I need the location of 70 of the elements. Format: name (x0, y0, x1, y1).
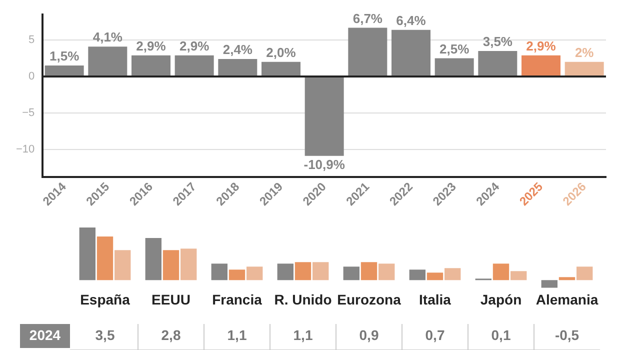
bar (558, 277, 576, 280)
data-label: 2,5% (440, 41, 470, 56)
bar (114, 250, 131, 280)
bar (304, 76, 344, 156)
x-tick-label: Francia (212, 291, 262, 308)
bar (343, 266, 360, 280)
bar (44, 66, 84, 76)
bar (79, 228, 96, 280)
bar (478, 51, 518, 76)
data-label: 1,1 (227, 326, 247, 343)
bar (88, 46, 128, 76)
bar (444, 268, 461, 280)
y-tick-label: −10 (16, 143, 35, 156)
bar (564, 62, 604, 76)
bar (162, 250, 180, 280)
bar (180, 248, 197, 280)
data-label: 0,9 (359, 326, 379, 343)
text: 2024 (29, 326, 61, 343)
bar (131, 55, 170, 76)
x-tick-label: Alemania (536, 291, 598, 308)
data-label: 3,5% (482, 34, 513, 50)
bar (360, 262, 378, 280)
bar (174, 55, 214, 76)
y-tick-label: 0 (28, 70, 35, 83)
data-label: -10,9% (304, 156, 346, 172)
data-label: 2,9% (180, 38, 210, 54)
bar (294, 262, 312, 280)
x-tick-label: Eurozona (337, 291, 402, 308)
y-tick-label: 5 (28, 34, 35, 46)
bar (312, 262, 329, 280)
bar (492, 264, 510, 280)
bar (96, 236, 114, 280)
bar (228, 270, 246, 280)
x-tick-label: Japón (480, 291, 522, 308)
data-label: 4,1% (92, 30, 123, 45)
bar (576, 266, 593, 280)
bar (391, 30, 430, 76)
data-label: 2,4% (222, 42, 253, 58)
bar (211, 264, 228, 280)
bar (541, 280, 558, 288)
data-label: 6,4% (396, 12, 426, 28)
data-label: 2,8 (161, 326, 181, 343)
bar (409, 270, 426, 280)
bar (145, 238, 162, 280)
data-label: -0,5 (554, 326, 580, 343)
data-label: 2% (574, 44, 594, 60)
data-label: 1,5% (50, 48, 80, 64)
data-label: 2,0% (266, 44, 296, 60)
x-tick-label: España (80, 291, 130, 308)
bar (246, 266, 263, 280)
data-label: 0,1 (491, 326, 511, 343)
data-label: 0,7 (425, 326, 445, 343)
data-label: 6,7% (352, 10, 383, 26)
bar (378, 264, 395, 280)
bar (277, 264, 294, 280)
x-tick-label: R. Unido (274, 291, 332, 308)
x-tick-label: Italia (419, 291, 452, 308)
bar (348, 28, 388, 76)
data-label: 2,9% (136, 38, 166, 54)
bar (434, 58, 474, 76)
data-label: 2,9% (526, 38, 556, 54)
bar (510, 271, 527, 280)
data-label: 3,5 (95, 326, 115, 343)
bar (218, 59, 258, 76)
bar (426, 272, 444, 280)
data-label: 1,1 (293, 326, 313, 343)
bar (261, 62, 300, 76)
bar (522, 55, 560, 76)
x-tick-label: EEUU (152, 291, 190, 308)
y-tick-label: −5 (22, 106, 35, 119)
